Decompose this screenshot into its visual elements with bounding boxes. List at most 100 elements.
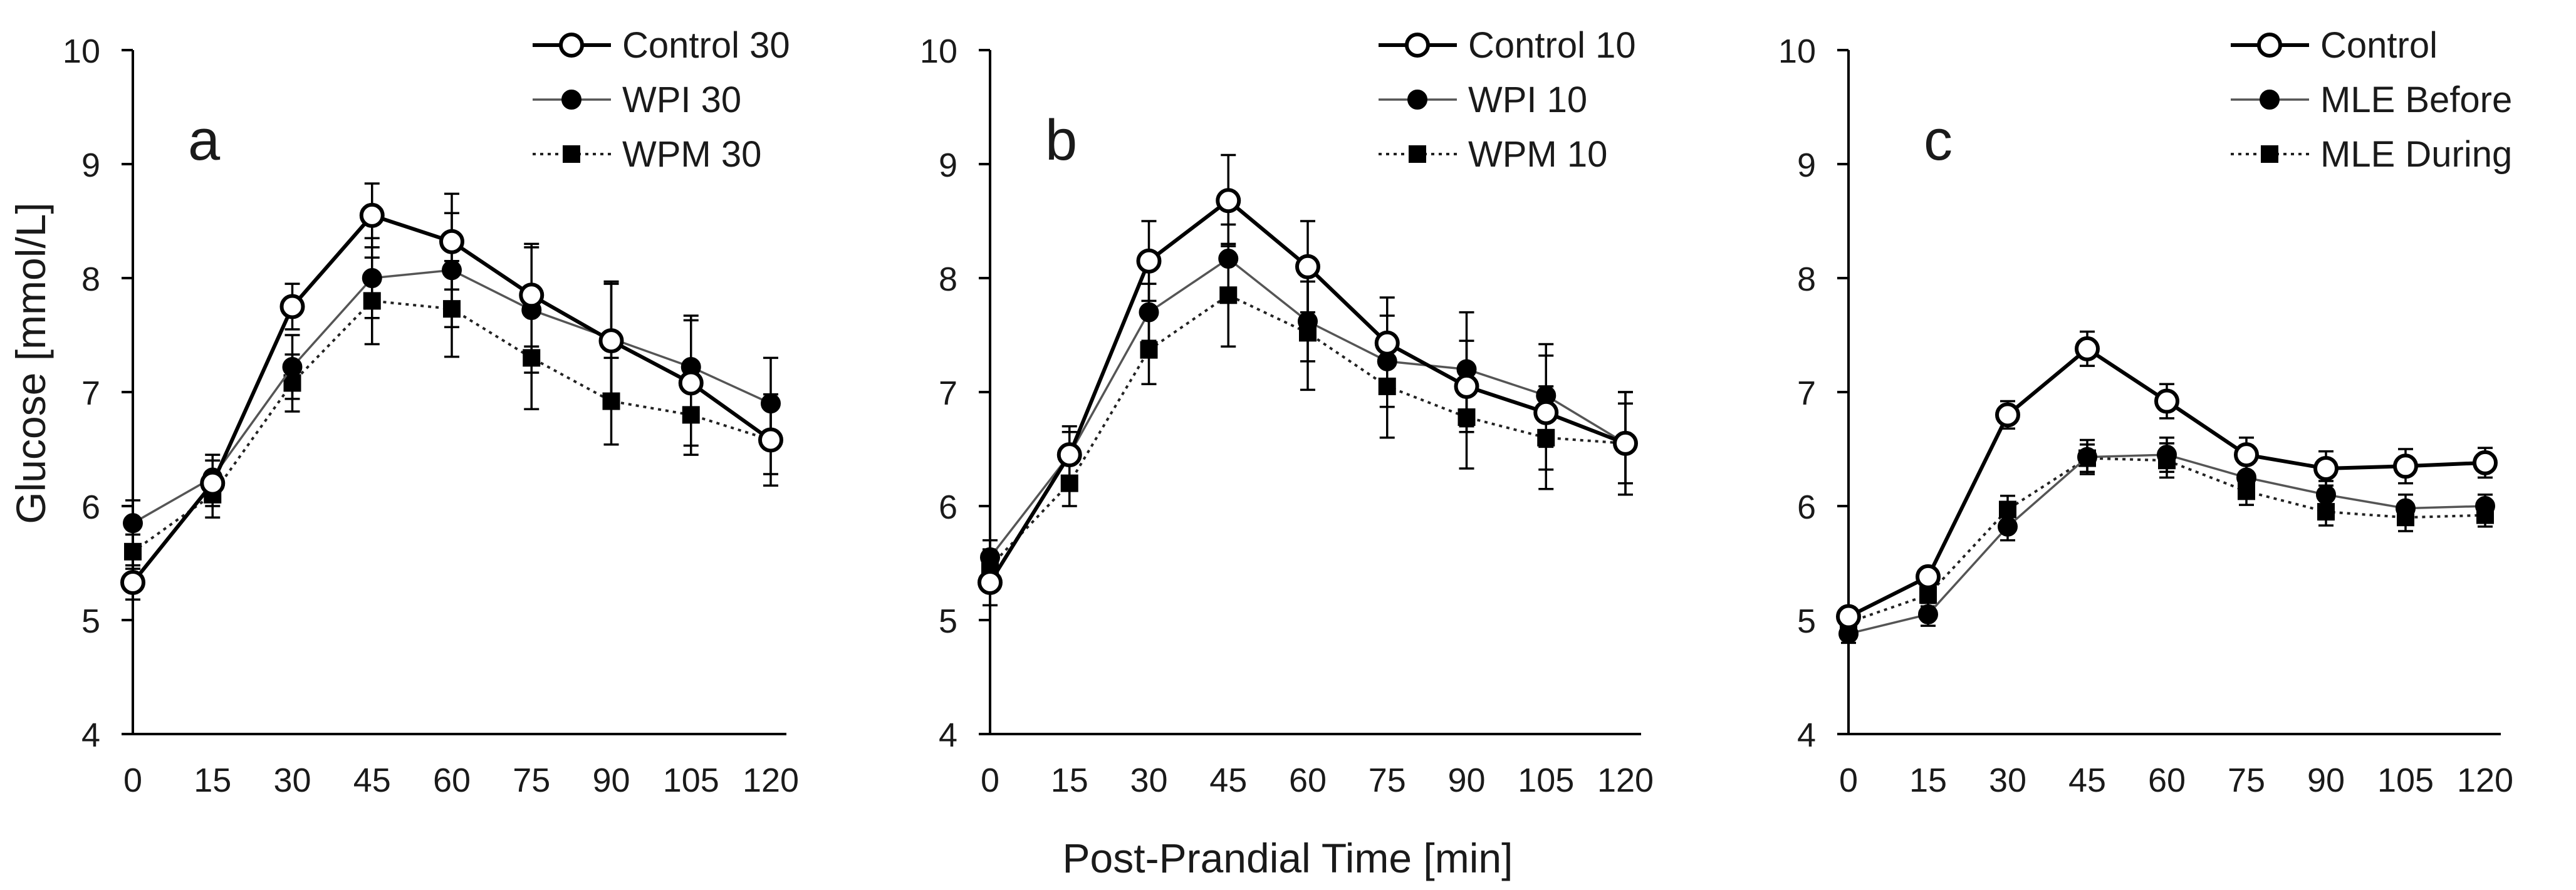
panel-c-data-point-open-circle-marker [2075, 336, 2100, 361]
panel-c-y-tick-label: 6 [1797, 489, 1816, 526]
panel-a-legend-entry-1: WPI 30 [533, 80, 741, 120]
panel-a-x-tick-label: 120 [743, 762, 799, 799]
panel-a-legend-label: Control 30 [622, 25, 790, 66]
panel-a-y-tick-label: 5 [81, 603, 100, 640]
panel-a-data-point-open-circle-marker [120, 569, 145, 595]
panel-c-legend-entry-2: MLE During [2231, 134, 2512, 175]
panel-b-data-point-open-circle-marker [978, 569, 1003, 595]
panel-a-data-point-open-circle-marker [678, 370, 704, 396]
panel-c-y-tick-label: 4 [1797, 717, 1816, 754]
panel-c-label: c [1924, 108, 1953, 172]
panel-b-y-tick-label: 8 [939, 261, 957, 298]
panel-c-series-0 [1836, 330, 2498, 629]
panel-b-data-point-open-circle-marker [1613, 430, 1638, 456]
panel-a-x-tick-label: 105 [663, 762, 719, 799]
panel-b-data-point-filled-circle-marker [1218, 249, 1239, 269]
panel-a-y-tick-label: 9 [81, 147, 100, 184]
panel-c-data-point-open-circle-marker [2234, 442, 2259, 468]
panel-a-label: a [188, 108, 221, 172]
panel-b-data-point-open-circle-marker [1533, 400, 1559, 425]
panel-a-legend-entry-0: Control 30 [533, 25, 790, 66]
panel-c-x-tick-label: 30 [1989, 762, 2026, 799]
panel-b-y-tick-label: 4 [939, 717, 957, 754]
panel-b-data-point-open-circle-marker [1374, 330, 1400, 356]
panel-b-y-tick-label: 7 [939, 375, 957, 412]
panel-c-data-point-filled-circle-marker [1998, 516, 2018, 537]
panel-a-data-point-open-circle-marker [598, 328, 624, 354]
panel-c-x-tick-label: 90 [2307, 762, 2345, 799]
panel-a-y-tick-label: 7 [81, 375, 100, 412]
panel-b-y-tick-label: 5 [939, 603, 957, 640]
panel-c-legend-label: MLE During [2320, 134, 2512, 175]
panel-c-x-tick-label: 105 [2377, 762, 2434, 799]
panel-c-y-tick-label: 9 [1797, 147, 1816, 184]
panel-c-data-point-filled-circle-marker [2157, 445, 2177, 465]
panel-c-data-point-open-circle-marker [1836, 604, 1861, 629]
panel-a-series-0 [120, 182, 783, 601]
panel-c-data-point-filled-circle-marker [1918, 604, 1938, 624]
panel-b-legend-square-marker [1409, 145, 1426, 163]
panel-a-data-point-filled-circle-marker [123, 513, 143, 534]
panel-c-series-line [1848, 457, 2486, 624]
panel-a-legend-filled-circle-marker [561, 90, 581, 110]
panel-c-x-tick-label: 60 [2148, 762, 2186, 799]
panel-c-legend-open-circle-marker [2257, 33, 2282, 58]
panel-b-legend-entry-2: WPM 10 [1379, 134, 1607, 175]
panel-c-y-tick-label: 8 [1797, 261, 1816, 298]
panel-b-legend-label: WPM 10 [1468, 134, 1607, 175]
panel-a-data-point-open-circle-marker [439, 229, 464, 254]
panel-c-legend-filled-circle-marker [2260, 90, 2280, 110]
panel-c-data-point-open-circle-marker [2393, 453, 2418, 479]
panel-c-legend-entry-1: MLE Before [2231, 80, 2512, 120]
panel-b-series-0 [978, 153, 1638, 607]
panel-a-x-tick-label: 0 [123, 762, 142, 799]
panel-c-legend-label: MLE Before [2320, 80, 2512, 120]
panel-c-x-tick-label: 45 [2068, 762, 2106, 799]
panel-a-x-tick-label: 30 [273, 762, 311, 799]
panel-a-y-tick-label: 10 [63, 33, 100, 70]
panel-a-data-point-open-circle-marker [279, 294, 305, 319]
panel-a-x-tick-label: 15 [194, 762, 231, 799]
panel-a-data-point-open-circle-marker [200, 470, 226, 496]
panel-b-data-point-filled-circle-marker [1298, 311, 1318, 332]
panel-c-data-point-open-circle-marker [2313, 455, 2339, 481]
panel-b-x-tick-label: 45 [1209, 762, 1247, 799]
panel-b-legend-label: Control 10 [1468, 25, 1636, 66]
panel-c-data-point-filled-circle-marker [2077, 447, 2097, 467]
panel-b-x-tick-label: 75 [1369, 762, 1406, 799]
panel-a-legend-square-marker [563, 145, 580, 163]
panel-c-y-tick-label: 7 [1797, 375, 1816, 412]
panel-c-legend-square-marker [2261, 145, 2278, 163]
panel-b-legend-open-circle-marker [1405, 33, 1430, 58]
panel-a-data-point-open-circle-marker [359, 202, 385, 228]
panel-b-series-line [989, 293, 1626, 567]
panel-a-data-point-filled-circle-marker [362, 268, 382, 288]
panel-b-label: b [1045, 108, 1077, 172]
panel-c-x-tick-label: 120 [2457, 762, 2513, 799]
panel-b-legend-label: WPI 10 [1468, 80, 1587, 120]
panel-b-legend-filled-circle-marker [1407, 90, 1427, 110]
panel-a-legend-open-circle-marker [559, 33, 584, 58]
panel-c-y-tick-label: 10 [1778, 33, 1816, 70]
panel-c-data-point-open-circle-marker [2473, 450, 2498, 475]
panel-c-data-point-filled-circle-marker [2396, 498, 2416, 519]
panel-a-x-tick-label: 90 [592, 762, 630, 799]
x-axis-label: Post-Prandial Time [min] [1063, 835, 1513, 881]
panel-b-data-point-filled-circle-marker [1139, 302, 1159, 323]
panel-b-x-tick-label: 105 [1518, 762, 1574, 799]
panel-b-y-tick-label: 6 [939, 489, 957, 526]
panel-c-data-point-filled-circle-marker [2316, 484, 2336, 505]
y-axis-label: Glucose [mmol/L] [8, 202, 54, 524]
panel-a-data-point-open-circle-marker [519, 282, 545, 308]
panel-b-x-tick-label: 30 [1130, 762, 1167, 799]
panel-b-x-tick-label: 15 [1051, 762, 1088, 799]
panel-a-y-tick-label: 8 [81, 261, 100, 298]
panel-a-legend-entry-2: WPM 30 [533, 134, 761, 175]
panel-b-legend-entry-1: WPI 10 [1379, 80, 1587, 120]
panel-b-x-tick-label: 60 [1289, 762, 1327, 799]
panel-c-data-point-open-circle-marker [1916, 564, 1941, 589]
panel-c-data-point-filled-circle-marker [2475, 496, 2495, 516]
panel-b-y-tick-label: 9 [939, 147, 957, 184]
